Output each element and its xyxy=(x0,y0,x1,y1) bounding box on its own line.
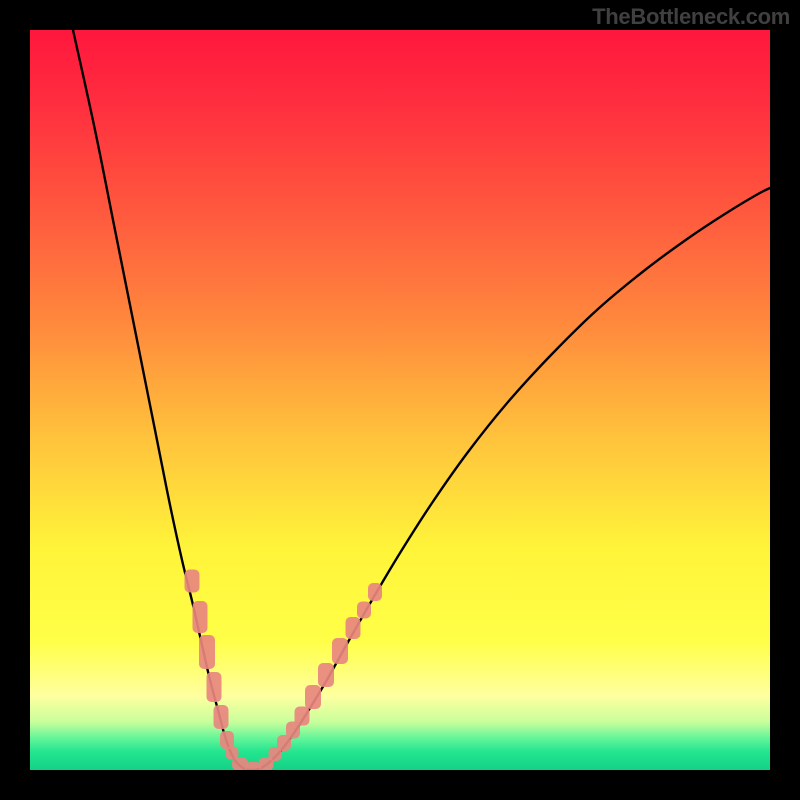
curve-marker xyxy=(214,705,229,729)
curve-marker xyxy=(185,570,200,593)
curve-marker xyxy=(207,672,222,702)
curve-marker xyxy=(357,602,371,619)
curve-marker xyxy=(332,638,348,664)
curve-marker xyxy=(305,685,321,709)
curve-marker xyxy=(368,583,382,601)
bottleneck-chart xyxy=(0,0,800,800)
curve-marker xyxy=(193,601,208,633)
curve-marker xyxy=(346,617,361,639)
watermark-text: TheBottleneck.com xyxy=(592,4,790,30)
chart-root: TheBottleneck.com xyxy=(0,0,800,800)
curve-marker xyxy=(318,663,334,687)
curve-marker xyxy=(220,731,234,749)
curve-marker xyxy=(199,635,215,669)
curve-marker xyxy=(295,707,310,726)
plot-background xyxy=(30,30,770,770)
